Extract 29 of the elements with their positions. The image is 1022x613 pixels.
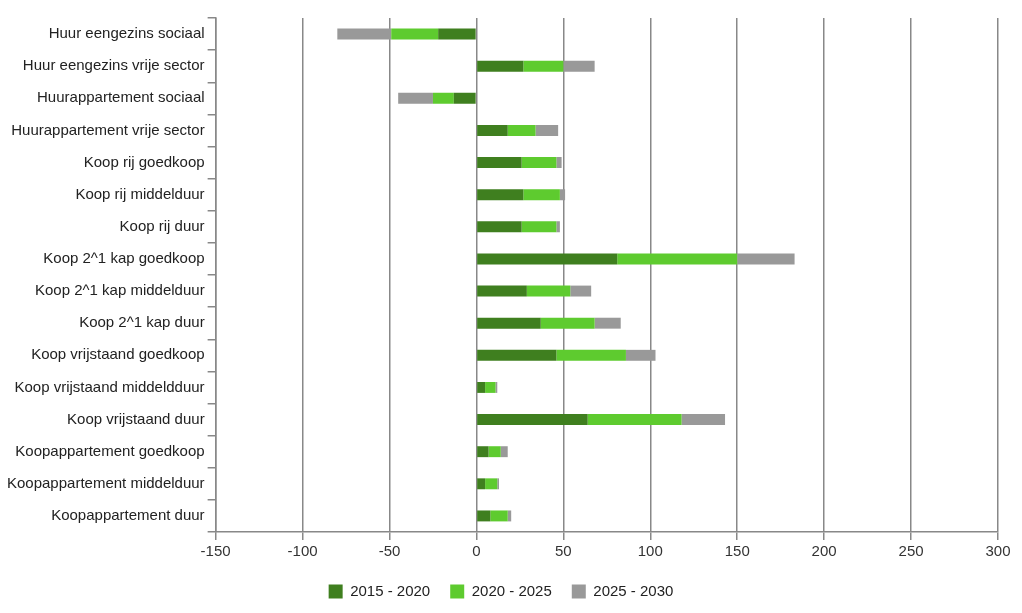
x-tick-label: -50 <box>378 542 401 560</box>
x-tick-label: 100 <box>637 542 663 560</box>
x-tick-label: 0 <box>472 542 481 560</box>
x-tick-label: -100 <box>287 542 318 560</box>
y-tick-label: Koopappartement goedkoop <box>15 441 205 459</box>
y-tick-label: Koopappartement middelduur <box>6 473 205 491</box>
y-tick-label: Koop 2^1 kap duur <box>79 313 205 331</box>
legend-label: 2015 - 2020 <box>350 581 431 599</box>
y-tick-label: Koop vrijstaand goedkoop <box>31 345 205 363</box>
x-tick-label: 50 <box>555 542 572 560</box>
x-tick-label: 300 <box>985 542 1011 560</box>
y-tick-label: Koop rij middelduur <box>75 184 205 202</box>
x-tick-label: 200 <box>811 542 837 560</box>
y-tick-label: Koopappartement duur <box>51 506 205 524</box>
y-tick-label: Huur eengezins sociaal <box>48 24 205 42</box>
legend-label: 2025 - 2030 <box>593 581 674 599</box>
y-tick-label: Huurappartement sociaal <box>37 88 205 106</box>
y-tick-label: Koop rij duur <box>119 216 205 234</box>
y-tick-label: Koop vrijstaand middeldduur <box>14 377 205 395</box>
y-tick-label: Koop 2^1 kap goedkoop <box>43 249 205 267</box>
x-tick-label: 250 <box>898 542 924 560</box>
y-tick-label: Huurappartement vrije sector <box>11 120 205 138</box>
y-tick-label: Koop 2^1 kap middelduur <box>34 281 205 299</box>
y-tick-label: Koop rij goedkoop <box>83 152 205 170</box>
legend-label: 2020 - 2025 <box>471 581 552 599</box>
x-tick-label: 150 <box>724 542 750 560</box>
y-tick-label: Huur eengezins vrije sector <box>22 56 205 74</box>
y-tick-label: Koop vrijstaand duur <box>67 409 205 427</box>
x-tick-label: -150 <box>200 542 231 560</box>
